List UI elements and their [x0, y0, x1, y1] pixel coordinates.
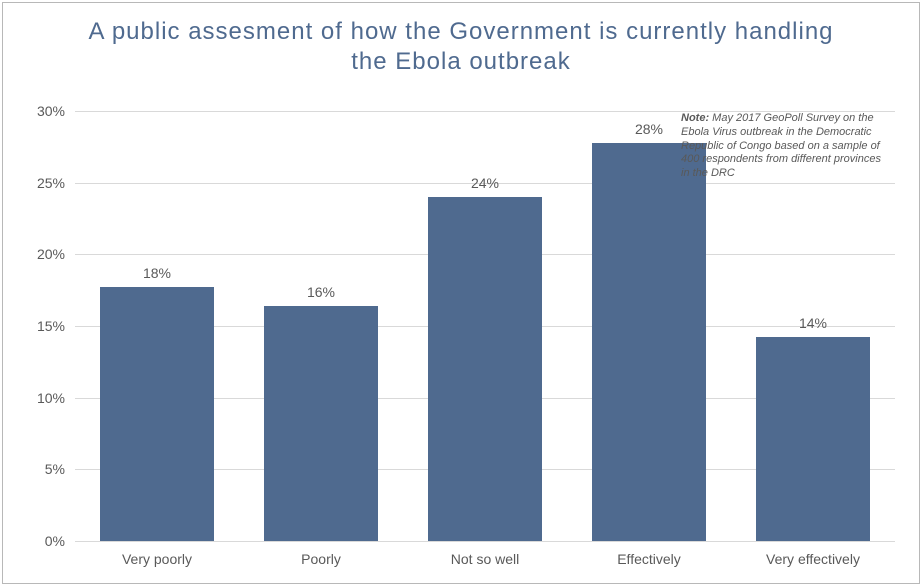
x-tick-label: Very effectively — [690, 551, 922, 567]
y-tick-label: 25% — [37, 175, 65, 191]
chart-container: A public assesment of how the Government… — [2, 2, 920, 584]
y-tick-label: 5% — [45, 461, 65, 477]
y-tick-label: 10% — [37, 390, 65, 406]
bar-slot: 16%Poorly — [239, 111, 403, 541]
bar-value-label: 14% — [799, 315, 827, 331]
y-tick-label: 0% — [45, 533, 65, 549]
y-tick-label: 15% — [37, 318, 65, 334]
bar-slot: 24%Not so well — [403, 111, 567, 541]
chart-note-text: May 2017 GeoPoll Survey on the Ebola Vir… — [681, 112, 881, 179]
bar-value-label: 28% — [635, 121, 663, 137]
bar-slot: 18%Very poorly — [75, 111, 239, 541]
bar-value-label: 24% — [471, 175, 499, 191]
y-tick-label: 30% — [37, 103, 65, 119]
chart-title: A public assesment of how the Government… — [3, 3, 919, 83]
chart-note: Note: May 2017 GeoPoll Survey on the Ebo… — [681, 112, 891, 181]
bar — [100, 287, 215, 541]
bar — [428, 197, 543, 541]
bar — [756, 337, 871, 541]
chart-note-prefix: Note: — [681, 112, 709, 124]
bar-value-label: 16% — [307, 284, 335, 300]
bar-value-label: 18% — [143, 265, 171, 281]
bar — [264, 306, 379, 541]
bar — [592, 143, 707, 541]
grid-line — [75, 541, 895, 542]
y-tick-label: 20% — [37, 246, 65, 262]
